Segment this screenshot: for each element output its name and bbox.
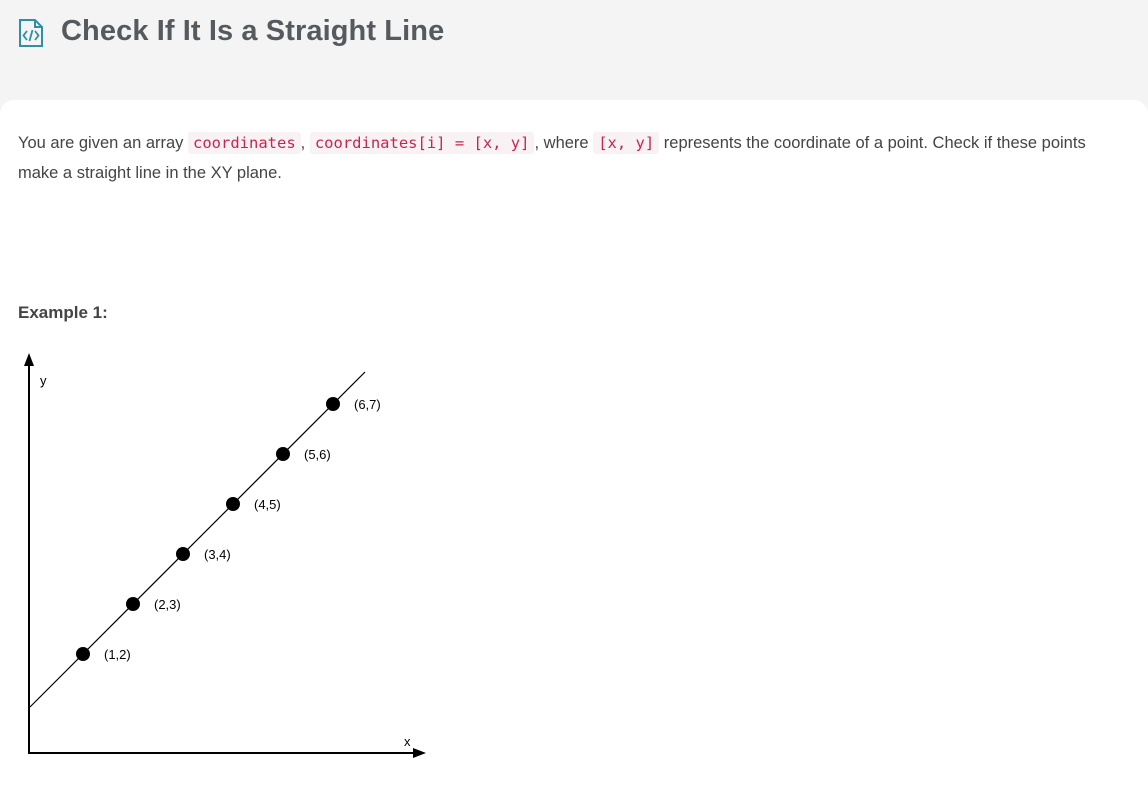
problem-description: You are given an array coordinates, coor… — [18, 128, 1118, 188]
y-axis-label: y — [40, 373, 47, 388]
code-document-icon — [19, 19, 43, 47]
point-label: (2,3) — [154, 597, 181, 612]
description-text: represents the coordinate of a point. Ch… — [18, 134, 1086, 182]
x-axis-label: x — [404, 734, 411, 749]
point-label: (1,2) — [104, 647, 131, 662]
example-title: Example 1: — [18, 303, 108, 322]
inline-code: coordinates — [188, 132, 301, 154]
page-header: Check If It Is a Straight Line — [0, 0, 1148, 100]
x-axis-arrow — [413, 748, 426, 758]
point-label: (3,4) — [204, 547, 231, 562]
problem-card — [0, 100, 1148, 800]
y-axis-arrow — [24, 353, 34, 366]
page-title: Check If It Is a Straight Line — [61, 15, 445, 47]
points-layer: (1,2) (2,3) (3,4) (4,5) (5,6) (6,7) — [76, 397, 381, 662]
description-text: , where — [534, 134, 594, 152]
example-chart: y x (1,2) (2,3) (3,4) (4,5) (5,6) (6,7) — [24, 353, 426, 758]
point-label: (5,6) — [304, 447, 331, 462]
data-point — [176, 547, 190, 561]
point-label: (6,7) — [354, 397, 381, 412]
data-point — [276, 447, 290, 461]
data-point — [76, 647, 90, 661]
inline-code: coordinates[i] = [x, y] — [309, 132, 535, 154]
description-text: , — [300, 134, 310, 152]
data-point — [326, 397, 340, 411]
description-text: You are given an array — [18, 134, 189, 152]
inline-code: [x, y] — [593, 132, 660, 154]
data-point — [226, 497, 240, 511]
point-label: (4,5) — [254, 497, 281, 512]
data-point — [126, 597, 140, 611]
